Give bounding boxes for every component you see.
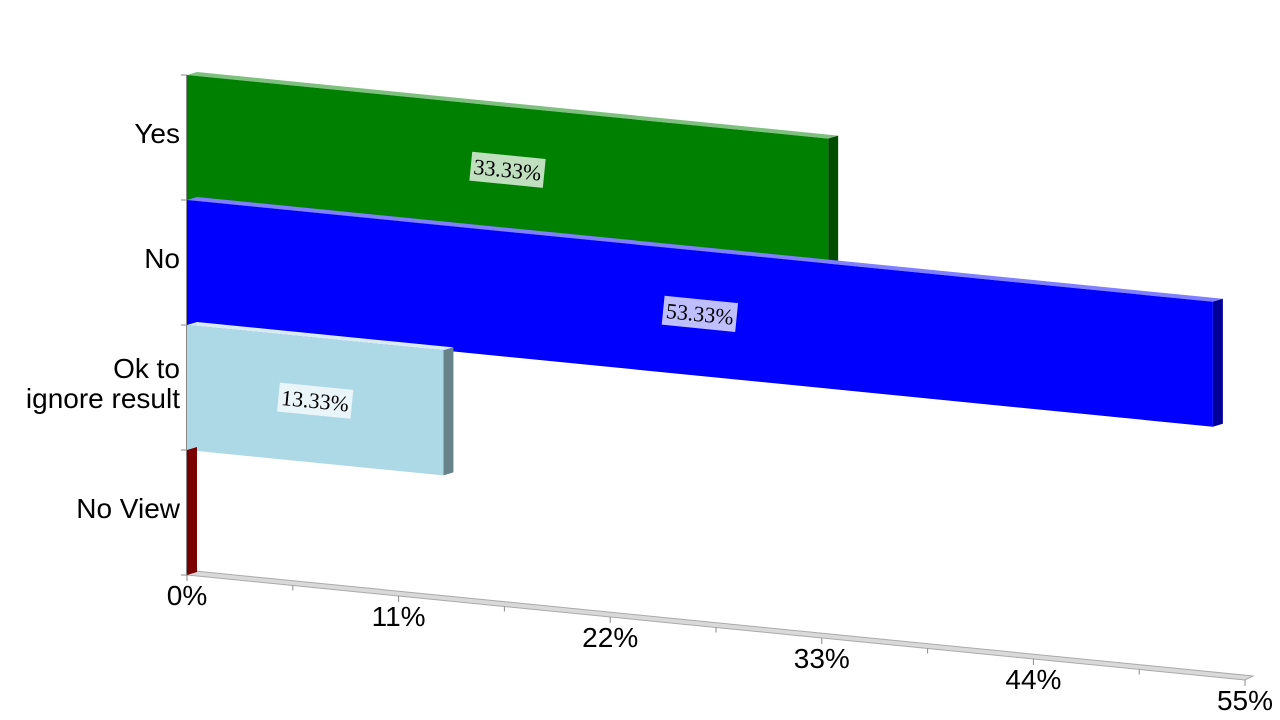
value-label-bg [469, 151, 546, 188]
bar-group: 53.33% [187, 197, 1223, 427]
x-tick-label: 22% [582, 622, 638, 653]
bar-top [187, 322, 454, 351]
y-tick-label: No [144, 242, 180, 274]
bar-side [828, 135, 839, 264]
bar-group: 33.33% [187, 72, 839, 264]
x-tick-label: 33% [794, 643, 850, 674]
bar-top [187, 197, 1223, 302]
bar-group [187, 447, 197, 575]
bar-side [1212, 298, 1223, 427]
x-tick-label: 55% [1217, 685, 1273, 716]
bar-top [187, 72, 839, 139]
bar-side [443, 347, 454, 476]
y-tick-label: Ok to ignore result [25, 352, 180, 414]
value-label-bg [276, 382, 354, 419]
x-tick-label: 0% [167, 580, 207, 611]
bar-side [187, 447, 197, 575]
value-label-bg [661, 295, 739, 332]
x-tick-label: 44% [1005, 664, 1061, 695]
x-tick-label: 11% [372, 601, 426, 632]
x-axis [185, 570, 1255, 681]
bar-group: 13.33% [187, 322, 454, 476]
y-tick-label: Yes [134, 117, 180, 149]
y-tick-label: No View [76, 492, 180, 524]
